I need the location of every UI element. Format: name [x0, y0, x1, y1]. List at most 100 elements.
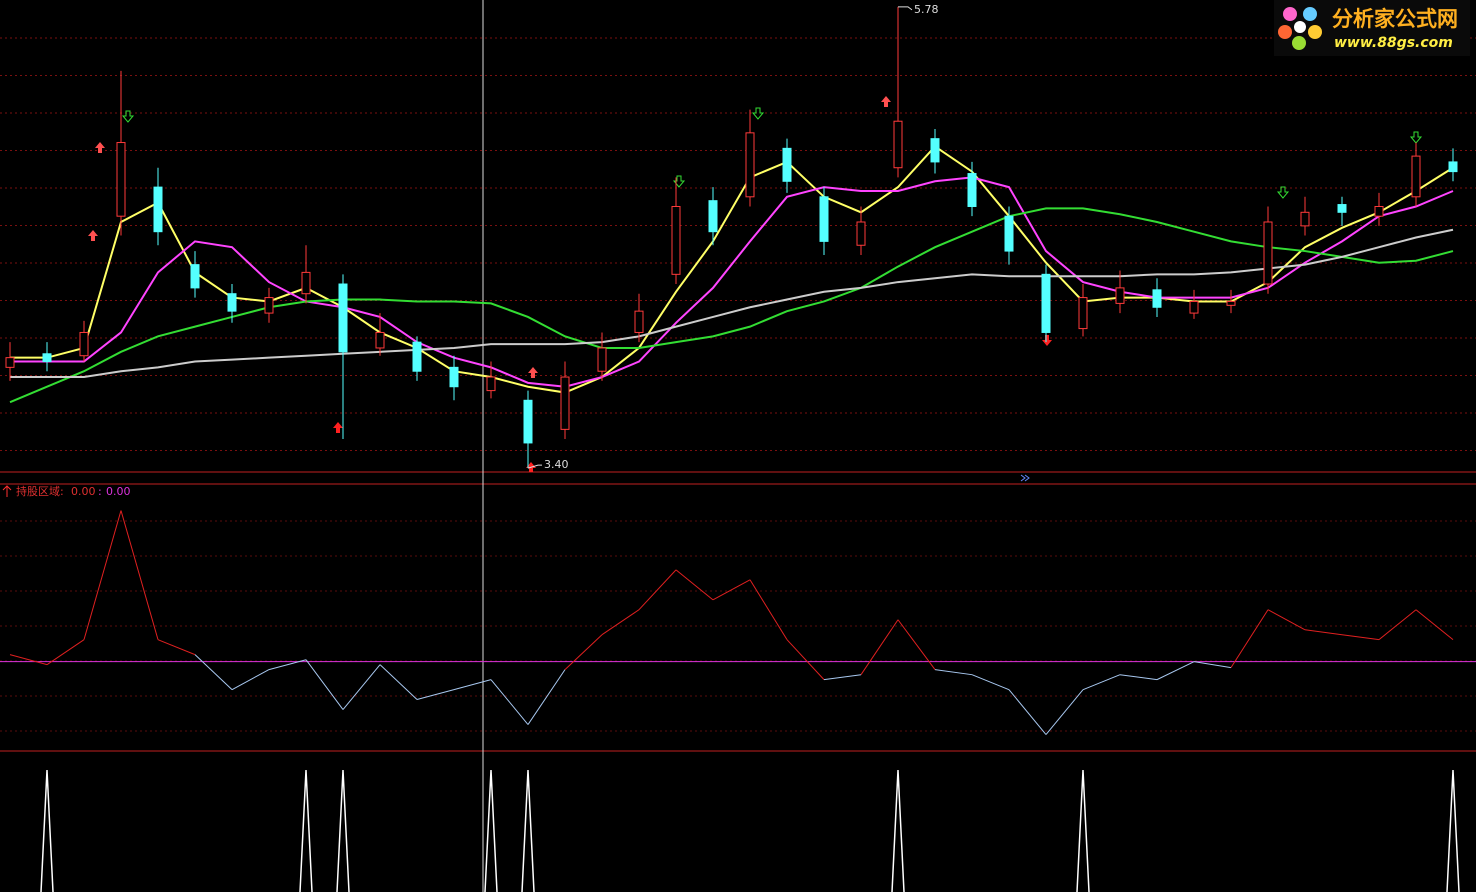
indicator-name: 持股区域: — [16, 484, 64, 498]
indicator-segment — [971, 674, 1010, 691]
indicator-segment — [379, 664, 418, 700]
indicator-segment — [786, 639, 825, 680]
buy-arrow — [95, 142, 105, 153]
indicator-segment — [9, 654, 48, 666]
signal-arrows — [88, 96, 1423, 472]
signal-spike — [336, 769, 350, 892]
candle-body — [190, 264, 200, 289]
candle-body — [967, 173, 977, 207]
indicator-segment — [268, 659, 307, 671]
indicator-separator: : — [98, 485, 102, 498]
indicator-segment — [342, 664, 381, 710]
candle-body — [1189, 300, 1199, 314]
indicator-segment — [1082, 674, 1121, 691]
indicator-segment — [83, 510, 122, 640]
min-label: 3.40 — [544, 458, 569, 471]
petal — [1292, 36, 1306, 50]
indicator-segment — [897, 619, 936, 670]
candle-body — [930, 138, 940, 163]
candle-body — [116, 142, 126, 217]
candle-body — [1115, 287, 1125, 304]
indicator-segment — [1378, 609, 1417, 641]
min-pointer — [527, 464, 542, 469]
max-pointer — [898, 6, 913, 11]
readout-arrow — [2, 485, 12, 497]
candle-body — [264, 297, 274, 314]
candle-body — [153, 186, 163, 233]
candle-body — [338, 283, 348, 353]
signal-spike — [484, 769, 498, 892]
sell-arrow — [1276, 186, 1290, 199]
candle-body — [375, 331, 385, 349]
scroll-marker — [1020, 474, 1030, 482]
sell-arrow — [672, 175, 686, 188]
indicator-readout: 0.00 — [106, 485, 131, 498]
petal — [1278, 25, 1292, 39]
candle-body — [1448, 161, 1458, 173]
indicator-segment — [416, 689, 455, 701]
candle-body — [1374, 205, 1384, 217]
signal-spike — [40, 769, 54, 892]
indicator-segment — [1193, 661, 1232, 669]
indicator-segment — [46, 639, 85, 666]
indicator-segment — [823, 674, 862, 681]
candle-body — [819, 196, 829, 242]
indicator-segment — [934, 669, 973, 676]
petal — [1303, 7, 1317, 21]
candle-body — [560, 376, 570, 430]
buy-arrow — [333, 422, 343, 433]
candle-body — [1152, 289, 1162, 308]
indicator-segment — [157, 639, 196, 656]
max-label: 5.78 — [914, 3, 939, 16]
candle-body — [1078, 297, 1088, 330]
candle-body — [301, 271, 311, 295]
ma-line — [10, 228, 1454, 379]
signal-spike — [891, 769, 905, 892]
petal — [1308, 25, 1322, 39]
candle-body — [486, 376, 496, 392]
indicator-segment — [1415, 609, 1454, 641]
signal-spike — [521, 769, 535, 892]
indicator-segment — [120, 510, 159, 640]
indicator-segment — [231, 669, 270, 691]
indicator-segment — [305, 659, 344, 710]
candle-body — [5, 357, 15, 368]
candle-body — [1041, 273, 1051, 333]
indicator-segment — [749, 579, 788, 640]
indicator-segment — [194, 654, 233, 691]
indicator-segment — [601, 609, 640, 636]
flower-center — [1294, 21, 1306, 33]
candle-body — [523, 399, 533, 444]
indicator-segment — [1156, 661, 1195, 681]
candle-body — [597, 347, 607, 372]
candle-body — [671, 205, 681, 275]
indicator-segment — [527, 669, 566, 725]
indicator-segment — [860, 619, 899, 675]
indicator-segment — [1267, 609, 1306, 631]
indicator-segment — [1341, 634, 1380, 641]
candle-body — [1004, 215, 1014, 252]
candle-body — [634, 310, 644, 333]
logo: 分析家公式网 www.88gs.com — [1274, 0, 1470, 56]
buy-arrow — [1042, 335, 1052, 346]
indicator-readout: 0.00 — [71, 485, 96, 498]
candle-body — [1263, 221, 1273, 285]
sell-arrow — [1409, 131, 1423, 144]
candle-body — [449, 366, 459, 388]
signal-spike — [299, 769, 313, 892]
candle-body — [79, 331, 89, 357]
candle-body — [782, 147, 792, 182]
indicator-segment — [712, 579, 751, 601]
candle-body — [893, 120, 903, 169]
indicator-segment — [1045, 689, 1084, 735]
signal-spike — [1076, 769, 1090, 892]
candle-body — [745, 132, 755, 198]
indicator-segment — [490, 679, 529, 725]
indicator-segment — [675, 569, 714, 601]
candle-body — [708, 200, 718, 233]
indicator-segment — [564, 634, 603, 670]
candle-body — [1337, 204, 1347, 213]
candle-body — [1300, 211, 1310, 227]
